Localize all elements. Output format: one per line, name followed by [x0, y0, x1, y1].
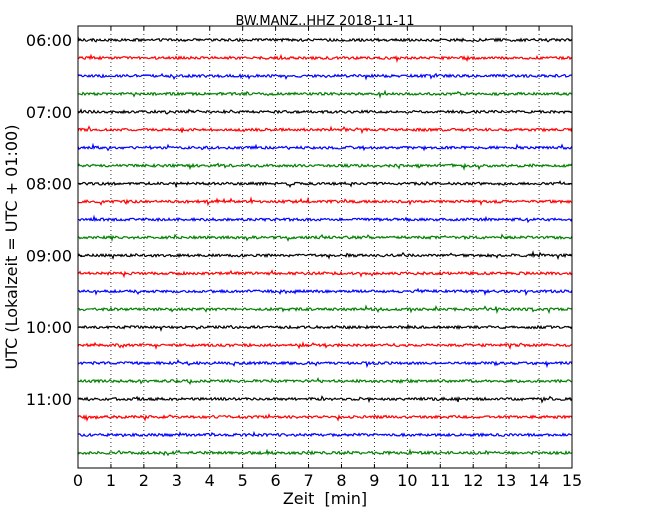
x-axis-ticks: 0 1 2 3 4 5 6 7 8 9 10 11 12 13 14 15 — [73, 26, 582, 490]
seismic-trace — [77, 214, 573, 224]
x-tick-label: 15 — [562, 471, 582, 490]
seismic-trace — [77, 196, 573, 207]
seismic-trace — [77, 108, 573, 115]
x-tick-label: 4 — [205, 471, 215, 490]
x-tick-label: 5 — [238, 471, 248, 490]
seismic-trace — [77, 249, 573, 261]
seismic-trace — [77, 36, 573, 43]
x-tick-label: 6 — [271, 471, 281, 490]
x-tick-label: 2 — [139, 471, 149, 490]
seismic-trace — [77, 359, 573, 369]
grid-lines — [110, 26, 540, 468]
seismic-trace — [77, 287, 573, 297]
seismic-trace — [77, 341, 573, 350]
seismic-trace — [77, 233, 573, 242]
seismic-trace — [77, 304, 573, 315]
seismic-trace — [77, 89, 573, 99]
seismic-trace — [77, 53, 573, 64]
y-tick-label: 09:00 — [26, 246, 72, 265]
x-tick-label: 7 — [303, 471, 313, 490]
x-tick-label: 8 — [336, 471, 346, 490]
x-tick-label: 1 — [106, 471, 116, 490]
y-tick-label: 10:00 — [26, 318, 72, 337]
seismic-trace — [77, 413, 573, 422]
x-tick-label: 12 — [463, 471, 483, 490]
seismic-trace — [77, 430, 573, 438]
y-axis-ticks: 06:00 07:00 08:00 09:00 10:00 11:00 — [26, 31, 572, 409]
trace-layer — [77, 36, 573, 457]
x-tick-label: 9 — [369, 471, 379, 490]
y-tick-label: 08:00 — [26, 175, 72, 194]
x-tick-label: 0 — [73, 471, 83, 490]
seismic-trace — [77, 162, 573, 171]
seismic-trace — [77, 448, 573, 457]
x-tick-label: 3 — [172, 471, 182, 490]
seismic-trace — [77, 395, 573, 404]
y-tick-label: 06:00 — [26, 31, 72, 50]
x-tick-label: 10 — [397, 471, 417, 490]
seismic-trace — [77, 180, 573, 189]
seismic-trace — [77, 142, 573, 152]
y-tick-label: 07:00 — [26, 103, 72, 122]
plot-frame — [77, 25, 573, 469]
seismic-trace — [77, 269, 573, 279]
seismic-trace — [77, 72, 573, 81]
x-axis-label: Zeit [min] — [283, 489, 367, 508]
seismic-trace — [77, 125, 573, 135]
seismic-trace — [77, 323, 573, 332]
x-tick-label: 13 — [496, 471, 516, 490]
y-axis-label: UTC (Lokalzeit = UTC + 01:00) — [2, 125, 21, 370]
seismic-trace — [77, 376, 573, 386]
y-tick-label: 11:00 — [26, 390, 72, 409]
x-tick-label: 14 — [529, 471, 549, 490]
x-tick-label: 11 — [430, 471, 450, 490]
chart-title: BW.MANZ..HHZ 2018-11-11 — [235, 14, 414, 29]
